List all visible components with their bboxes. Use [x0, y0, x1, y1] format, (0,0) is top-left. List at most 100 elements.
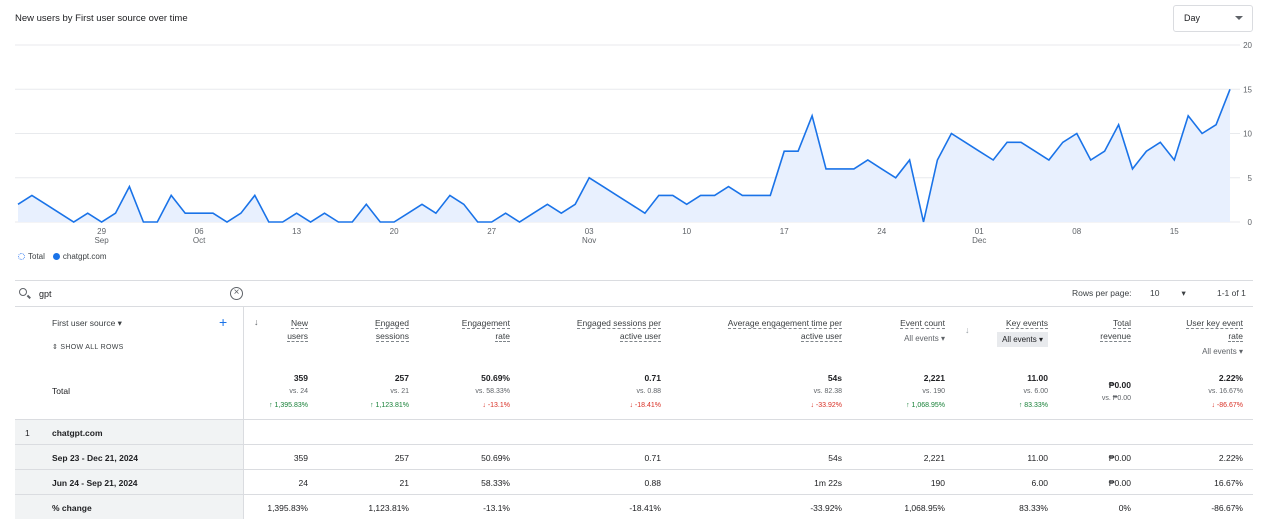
total-label: Total	[52, 386, 70, 396]
column-header-label: rate	[1228, 331, 1243, 342]
sort-desc-icon[interactable]: ↓	[254, 317, 259, 327]
total-cell: 2,221 vs. 190 ↑ 1,068.95%	[906, 371, 945, 413]
table-cell: 50.69%	[481, 453, 510, 463]
total-comparison: vs. 16.67%	[1208, 388, 1243, 395]
table-cell: -13.1%	[483, 503, 510, 513]
column-header[interactable]: New users	[287, 317, 308, 343]
legend-label: Total	[28, 252, 45, 261]
table-row[interactable]: Sep 23 - Dec 21, 2024 359 257 50.69% 0.71 54s…	[15, 444, 1253, 469]
table-row[interactable]: Jun 24 - Sep 21, 2024 24 21 58.33% 0.88 1m 22…	[15, 469, 1253, 494]
metric-filter-select[interactable]: All events ▾	[997, 332, 1048, 347]
x-tick-label: 01	[975, 227, 984, 236]
y-tick-label: 10	[1243, 130, 1252, 139]
table-search[interactable]: gpt ×	[15, 282, 245, 306]
x-tick-label: 15	[1170, 227, 1179, 236]
total-comparison: vs. 6.00	[1023, 388, 1048, 395]
total-value: 11.00	[1027, 373, 1048, 383]
total-value: 54s	[827, 373, 842, 383]
search-icon	[19, 288, 27, 296]
search-input[interactable]: gpt	[39, 289, 52, 299]
x-tick-month: Sep	[94, 236, 109, 245]
total-change: ↓ -33.92%	[810, 402, 842, 409]
dimension-label: First user source	[52, 318, 116, 328]
x-tick-month: Nov	[582, 236, 596, 245]
row-label: Jun 24 - Sep 21, 2024	[52, 478, 138, 488]
dimension-select[interactable]: First user source ▾	[52, 318, 122, 329]
total-change: ↑ 1,395.83%	[269, 402, 308, 409]
total-change: ↑ 1,123.81%	[370, 402, 409, 409]
add-dimension-icon[interactable]: +	[219, 314, 228, 330]
table-cell: -86.67%	[1211, 503, 1243, 513]
table-cell: 54s	[828, 453, 842, 463]
x-tick-label: 20	[390, 227, 399, 236]
total-comparison: vs. 0.88	[636, 388, 661, 395]
total-value: 50.69%	[481, 373, 510, 383]
column-header-label: active user	[800, 331, 842, 342]
chevron-down-icon: ▾	[1181, 288, 1186, 298]
total-comparison: vs. 190	[922, 388, 945, 395]
column-header[interactable]: Engaged sessions	[374, 317, 409, 343]
x-tick-label: 13	[292, 227, 301, 236]
column-header[interactable]: Key events All events ▾	[997, 317, 1048, 347]
total-value: 2,221	[923, 373, 945, 383]
chevron-down-icon	[1235, 16, 1243, 20]
metric-filter-select[interactable]: All events ▾	[1202, 347, 1243, 356]
table-cell: 1m 22s	[814, 478, 842, 488]
total-change: ↑ 83.33%	[1018, 402, 1048, 409]
column-header[interactable]: Event count All events ▾	[900, 317, 945, 345]
legend-item-total[interactable]: Total	[18, 252, 45, 261]
table-cell: 2.22%	[1218, 453, 1243, 463]
group-row[interactable]: 1 chatgpt.com	[15, 419, 1253, 444]
column-header[interactable]: Engaged sessions per active user	[576, 317, 661, 343]
column-header-label: Event count	[900, 318, 945, 329]
x-tick-label: 27	[487, 227, 496, 236]
table-row[interactable]: % change 1,395.83% 1,123.81% -13.1% -18.41% -…	[15, 494, 1253, 519]
total-cell: 0.71 vs. 0.88 ↓ -18.41%	[629, 371, 661, 413]
row-label: Sep 23 - Dec 21, 2024	[52, 453, 139, 463]
table-cell: 0.88	[644, 478, 661, 488]
column-header-label: Engaged sessions per	[576, 318, 661, 329]
total-value: 0.71	[644, 373, 661, 383]
sort-icon[interactable]: ↓	[965, 325, 970, 335]
rows-per-page-select[interactable]: 10 ▾	[1150, 288, 1186, 299]
granularity-select[interactable]: Day	[1173, 5, 1253, 32]
total-change: ↓ -86.67%	[1211, 402, 1243, 409]
clear-icon[interactable]: ×	[230, 287, 243, 300]
total-cell: 54s vs. 82.38 ↓ -33.92%	[810, 371, 842, 413]
total-comparison: vs. 82.38	[813, 388, 842, 395]
show-all-rows-button[interactable]: ⇕ SHOW ALL ROWS	[52, 343, 124, 351]
table-cell: 24	[298, 478, 308, 488]
legend-label: chatgpt.com	[62, 252, 107, 261]
total-cell: 257 vs. 21 ↑ 1,123.81%	[370, 371, 409, 413]
column-header-label: Total	[1113, 318, 1131, 329]
table-cell: 1,068.95%	[904, 503, 945, 513]
column-header-label: sessions	[375, 331, 409, 342]
column-header[interactable]: Total revenue	[1100, 317, 1131, 343]
total-comparison: vs. ₱0.00	[1101, 395, 1131, 402]
table-cell: 0.71	[644, 453, 661, 463]
rows-per-page-value: 10	[1150, 288, 1160, 298]
x-tick-label: 08	[1072, 227, 1081, 236]
column-header[interactable]: Average engagement time per active user	[727, 317, 842, 343]
chart-title: New users by First user source over time	[15, 13, 188, 24]
granularity-value: Day	[1184, 13, 1201, 23]
table-cell: 190	[930, 478, 945, 488]
x-tick-month: Oct	[193, 236, 206, 245]
column-header[interactable]: User key event rate All events ▾	[1186, 317, 1243, 358]
metric-filter-select[interactable]: All events ▾	[904, 334, 945, 343]
column-header[interactable]: Engagement rate	[461, 317, 510, 343]
table-cell: 21	[399, 478, 409, 488]
total-comparison: vs. 58.33%	[475, 388, 510, 395]
divider	[15, 306, 1253, 307]
y-tick-label: 5	[1248, 174, 1253, 183]
table-cell: ₱0.00	[1108, 453, 1131, 463]
total-change: ↑ 1,068.95%	[906, 402, 945, 409]
series-area	[18, 89, 1230, 222]
pagination-range: 1-1 of 1	[1217, 288, 1246, 298]
column-header-label: Engaged	[374, 318, 409, 329]
total-comparison: vs. 21	[390, 388, 409, 395]
table-cell: 0%	[1118, 503, 1131, 513]
total-value: 359	[293, 373, 308, 383]
series-line-chatgpt	[17, 89, 1231, 223]
legend-item-chatgpt[interactable]: chatgpt.com	[52, 252, 107, 261]
